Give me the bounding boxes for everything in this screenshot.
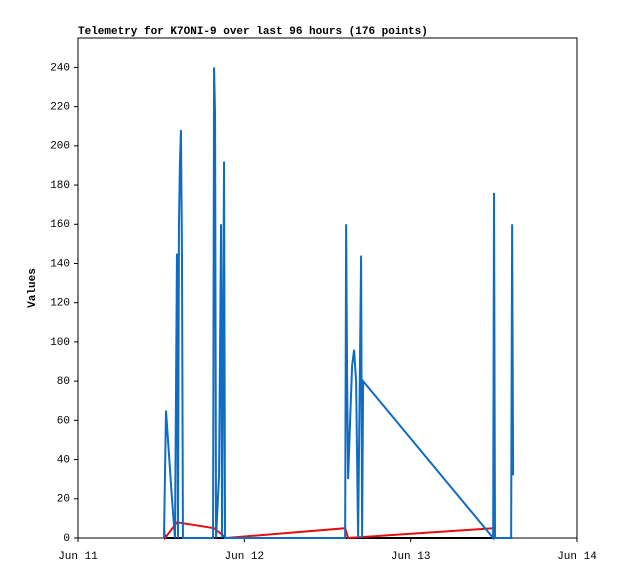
y-tick-label: 20 bbox=[57, 494, 70, 506]
y-tick-label: 0 bbox=[63, 533, 70, 545]
chart-title: Telemetry for K7ONI-9 over last 96 hours… bbox=[78, 26, 428, 38]
y-tick-label: 200 bbox=[50, 141, 70, 153]
y-tick-label: 100 bbox=[50, 337, 70, 349]
y-tick-label: 180 bbox=[50, 180, 70, 192]
series-line bbox=[162, 521, 494, 541]
y-tick-label: 220 bbox=[50, 102, 70, 114]
y-axis-label: Values bbox=[27, 268, 39, 308]
plot-frame bbox=[77, 37, 578, 539]
y-tick-label: 140 bbox=[50, 258, 70, 270]
x-tick-label: Jun 11 bbox=[58, 551, 98, 563]
x-tick-label: Jun 13 bbox=[391, 551, 431, 563]
y-tick-label: 40 bbox=[57, 454, 70, 466]
x-tick-label: Jun 12 bbox=[225, 551, 265, 563]
y-tick-label: 160 bbox=[50, 219, 70, 231]
y-tick-label: 60 bbox=[57, 415, 70, 427]
series-line bbox=[162, 67, 515, 541]
y-tick-label: 240 bbox=[50, 62, 70, 74]
y-tick-label: 120 bbox=[50, 298, 70, 310]
y-tick-label: 80 bbox=[57, 376, 70, 388]
x-tick-label: Jun 14 bbox=[557, 551, 597, 563]
